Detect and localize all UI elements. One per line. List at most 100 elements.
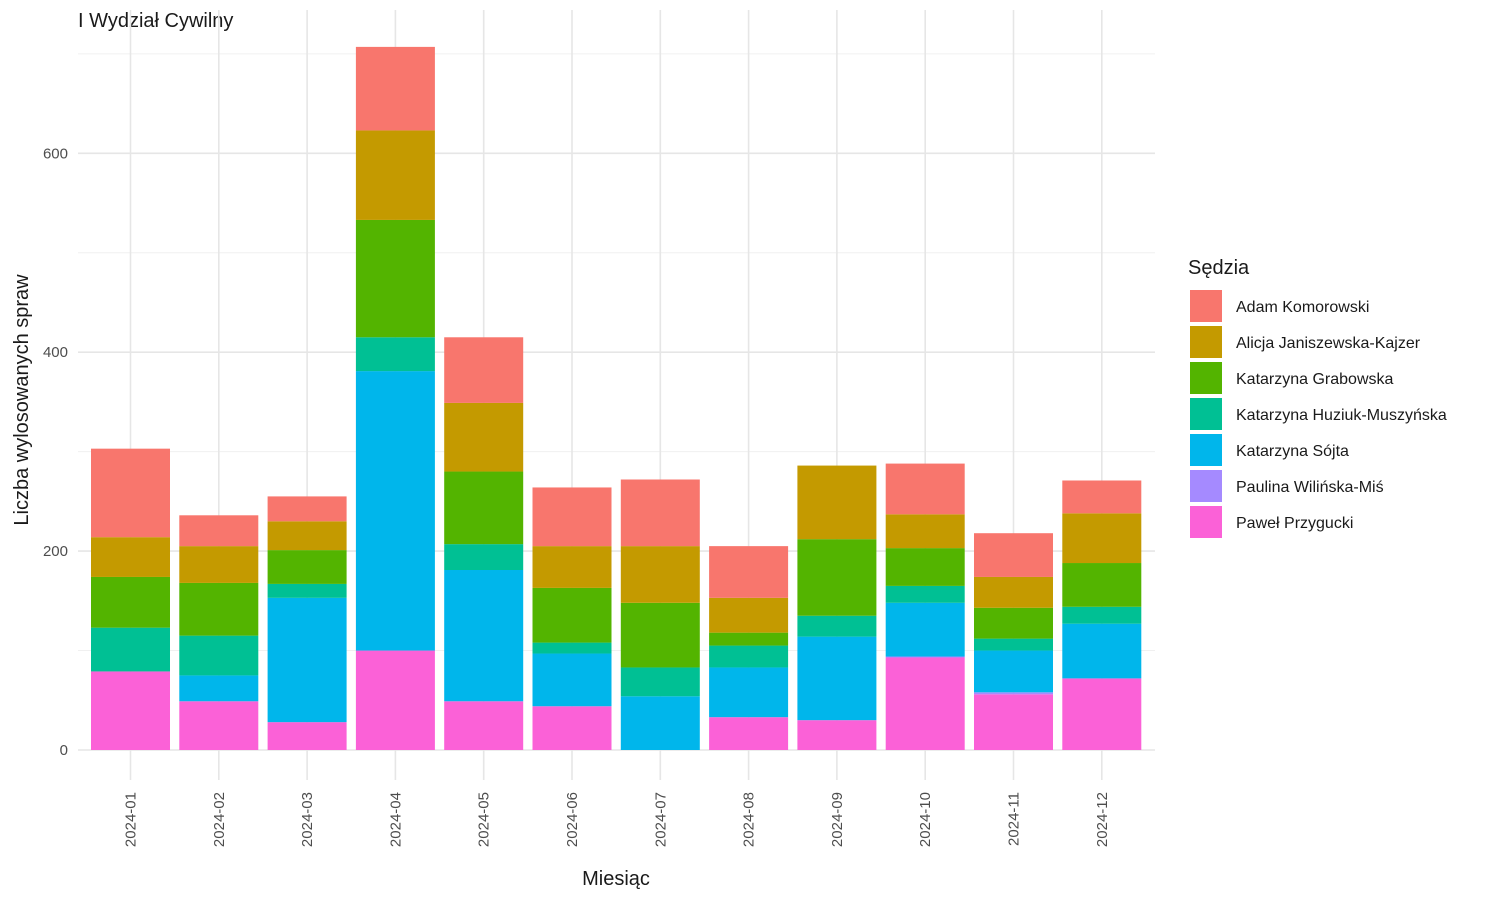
bar-segment: [885, 514, 965, 549]
bar-segment: [267, 583, 347, 598]
bar-segment: [444, 544, 524, 570]
bar-segment: [267, 496, 347, 522]
bar-segment: [797, 636, 877, 721]
bar-segment: [1062, 513, 1142, 564]
x-axis-ticks: 2024-01 2024-02 2024-03 2024-04 2024-05 2024-…: [123, 792, 1111, 847]
bar-segment: [267, 550, 347, 584]
bar-segment: [179, 546, 259, 583]
bar-segment: [267, 521, 347, 551]
bar-segment: [444, 701, 524, 750]
x-tick-label: 2024-08: [741, 792, 758, 847]
x-tick-label: 2024-05: [476, 792, 493, 847]
x-tick-label: 2024-06: [564, 792, 581, 847]
y-tick-label: 600: [43, 145, 68, 162]
bar-segment: [355, 337, 435, 372]
legend-label: Alicja Janiszewska-Kajzer: [1236, 335, 1421, 352]
bar-segment: [974, 607, 1053, 639]
bar-segment: [974, 650, 1053, 693]
bar-segment: [179, 701, 259, 750]
bar-segment: [974, 694, 1053, 750]
bar-segment: [444, 402, 524, 472]
bar-segment: [444, 569, 524, 702]
bar-segment: [267, 597, 347, 723]
bar-segment: [1062, 606, 1142, 624]
bar-segment: [797, 615, 877, 637]
bar-segment: [91, 671, 170, 750]
legend-swatch: [1190, 434, 1222, 466]
bar-segment: [91, 537, 170, 577]
legend: Sędzia Adam Komorowski Alicja Janiszewska…: [1188, 257, 1447, 538]
bar-segment: [885, 657, 965, 750]
bars: [91, 46, 1142, 750]
bar-segment: [709, 546, 789, 598]
bar-segment: [179, 675, 259, 702]
legend-swatch: [1190, 362, 1222, 394]
bar-segment: [620, 546, 700, 603]
bar-segment: [974, 692, 1053, 695]
bar-segment: [974, 638, 1053, 651]
legend-swatch: [1190, 506, 1222, 538]
bar-segment: [267, 722, 347, 750]
bar-segment: [179, 582, 259, 636]
bar-segment: [179, 635, 259, 676]
legend-label: Adam Komorowski: [1236, 299, 1369, 316]
x-axis-title: Miesiąc: [582, 868, 650, 890]
bar-segment: [444, 471, 524, 545]
legend-label: Katarzyna Grabowska: [1236, 371, 1394, 388]
x-tick-label: 2024-03: [299, 792, 316, 847]
x-tick-label: 2024-02: [211, 792, 228, 847]
bar-segment: [620, 667, 700, 697]
bar-segment: [1062, 623, 1142, 679]
bar-segment: [91, 627, 170, 672]
x-tick-label: 2024-10: [917, 792, 934, 847]
bar-segment: [885, 463, 965, 515]
bar-segment: [532, 642, 612, 654]
chart-title: I Wydział Cywilny: [78, 10, 233, 32]
x-tick-label: 2024-07: [652, 792, 669, 847]
legend-label: Katarzyna Sójta: [1236, 443, 1349, 460]
bar-segment: [532, 587, 612, 643]
y-tick-label: 200: [43, 543, 68, 560]
y-tick-label: 400: [43, 344, 68, 361]
bar-segment: [532, 706, 612, 750]
bar-segment: [709, 717, 789, 750]
bar-segment: [355, 219, 435, 338]
legend-swatch: [1190, 326, 1222, 358]
bar-segment: [797, 539, 877, 616]
bar-segment: [355, 46, 435, 131]
bar-segment: [974, 533, 1053, 577]
bar-segment: [620, 479, 700, 547]
y-axis-ticks: 0 200 400 600: [43, 145, 68, 759]
legend-swatch: [1190, 290, 1222, 322]
bar-segment: [91, 576, 170, 628]
bar-segment: [444, 337, 524, 403]
legend-title: Sędzia: [1188, 257, 1250, 279]
bar-segment: [179, 515, 259, 547]
bar-segment: [1062, 678, 1142, 750]
bar-segment: [885, 602, 965, 657]
bar-segment: [709, 667, 789, 718]
y-tick-label: 0: [60, 742, 68, 759]
bar-segment: [532, 546, 612, 588]
x-tick-label: 2024-12: [1094, 792, 1111, 847]
bar-segment: [355, 371, 435, 651]
legend-label: Katarzyna Huziuk-Muszyńska: [1236, 407, 1447, 424]
bar-segment: [620, 696, 700, 750]
x-tick-label: 2024-01: [123, 792, 140, 847]
bar-segment: [620, 602, 700, 668]
bar-segment: [885, 656, 965, 658]
bar-segment: [709, 632, 789, 646]
bar-segment: [532, 653, 612, 707]
bar-segment: [797, 720, 877, 750]
bar-segment: [1062, 480, 1142, 514]
bar-segment: [709, 645, 789, 668]
x-tick-label: 2024-04: [387, 792, 404, 847]
bar-segment: [885, 548, 965, 586]
legend-label: Paweł Przygucki: [1236, 515, 1353, 532]
bar-segment: [1062, 563, 1142, 607]
legend-label: Paulina Wilińska-Miś: [1236, 479, 1384, 496]
bar-segment: [797, 465, 877, 540]
y-axis-title: Liczba wylosowanych spraw: [11, 274, 33, 526]
bar-segment: [355, 130, 435, 220]
